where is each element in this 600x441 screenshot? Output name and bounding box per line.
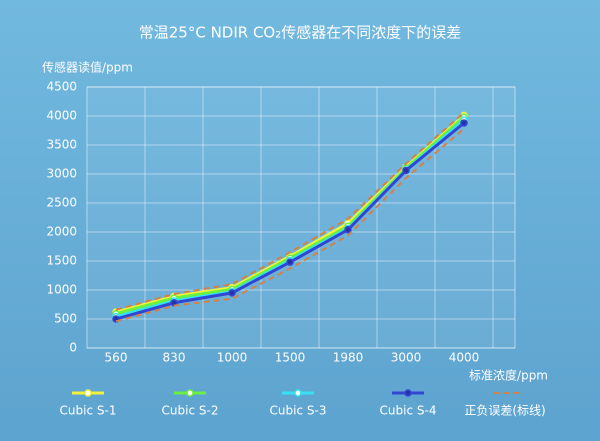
x-tick-label: 830 xyxy=(163,351,186,365)
y-axis-label: 传感器读值/ppm xyxy=(42,60,133,75)
y-tick-label: 3000 xyxy=(46,167,77,181)
point xyxy=(286,258,294,266)
y-tick-label: 500 xyxy=(54,312,77,326)
y-tick-label: 4000 xyxy=(46,109,77,123)
y-tick-label: 3500 xyxy=(46,138,77,152)
y-tick-label: 2500 xyxy=(46,196,77,210)
legend-marker xyxy=(84,389,92,397)
legend-label: Cubic S-2 xyxy=(162,404,219,418)
series-line xyxy=(115,127,465,323)
legend-label: Cubic S-4 xyxy=(380,404,437,418)
point xyxy=(460,119,468,127)
x-tick-label: 560 xyxy=(105,351,128,365)
y-tick-label: 0 xyxy=(69,341,77,355)
y-tick-label: 4500 xyxy=(46,80,77,94)
x-tick-label: 1980 xyxy=(333,351,364,365)
x-tick-label: 1000 xyxy=(217,351,248,365)
legend-label: 正负误差(标线) xyxy=(464,404,545,418)
y-tick-label: 1000 xyxy=(46,283,77,297)
legend-marker xyxy=(186,389,194,397)
y-tick-label: 1500 xyxy=(46,254,77,268)
y-tick-label: 2000 xyxy=(46,225,77,239)
x-tick-label: 1500 xyxy=(275,351,306,365)
point xyxy=(402,166,410,175)
series-line xyxy=(115,111,465,311)
point xyxy=(344,225,352,234)
chart-title: 常温25°C NDIR CO₂传感器在不同浓度下的误差 xyxy=(139,24,462,42)
x-tick-label: 4000 xyxy=(449,351,480,365)
legend-label: Cubic S-3 xyxy=(270,404,327,418)
legend-marker xyxy=(294,389,302,397)
x-tick-label: 3000 xyxy=(391,351,422,365)
point xyxy=(228,289,236,297)
x-axis-label: 标准浓度/ppm xyxy=(469,368,548,383)
legend-label: Cubic S-1 xyxy=(60,404,117,418)
legend-marker xyxy=(404,389,412,397)
